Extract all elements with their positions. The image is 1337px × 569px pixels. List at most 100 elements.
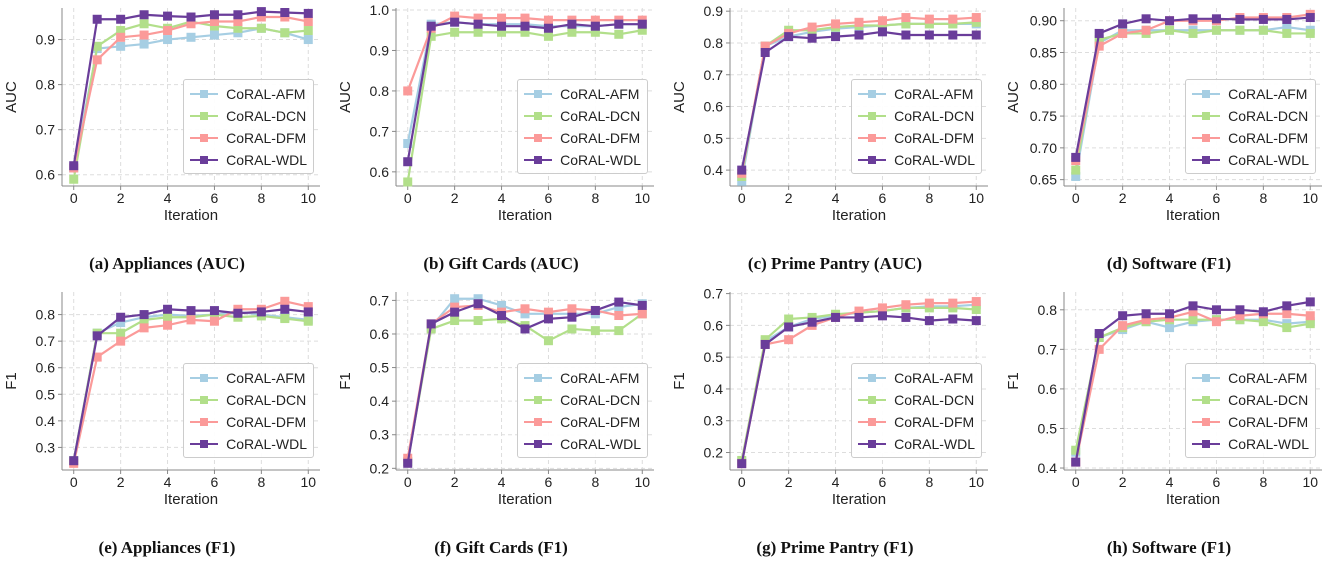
chart-caption: (f) Gift Cards (F1) — [434, 538, 568, 557]
data-point — [1258, 307, 1268, 317]
x-tick-label: 4 — [832, 474, 840, 490]
chart-legend: CoRAL-AFM CoRAL-DCN CoRAL-DFM CoRAL-WDL — [1185, 363, 1316, 458]
legend-item: CoRAL-AFM — [858, 367, 975, 389]
legend-label: CoRAL-AFM — [894, 86, 974, 102]
legend-label: CoRAL-AFM — [894, 370, 974, 386]
x-tick-label: 8 — [257, 190, 265, 206]
y-tick-label: 0.8 — [36, 77, 56, 93]
data-point — [233, 308, 243, 318]
legend-item: CoRAL-DCN — [1192, 389, 1309, 411]
data-point — [233, 23, 243, 33]
data-point — [924, 14, 934, 24]
legend-label: CoRAL-DFM — [894, 414, 975, 430]
y-axis-label: AUC — [1005, 81, 1022, 113]
data-point — [924, 30, 934, 40]
y-axis-label: AUC — [337, 81, 354, 113]
x-axis-label: Iteration — [1166, 491, 1220, 508]
x-tick-label: 4 — [164, 474, 172, 490]
data-point — [807, 317, 817, 327]
data-point — [497, 300, 507, 310]
data-point — [303, 316, 313, 326]
data-point — [948, 298, 958, 308]
legend-marker — [534, 156, 543, 164]
data-point — [163, 304, 173, 314]
data-point — [426, 319, 436, 329]
x-tick-label: 0 — [404, 474, 412, 490]
data-point — [520, 304, 530, 314]
data-point — [186, 12, 196, 22]
data-point — [760, 335, 770, 345]
legend-label: CoRAL-WDL — [226, 152, 307, 168]
data-point — [1094, 329, 1104, 339]
data-point — [1305, 13, 1315, 23]
legend-item: CoRAL-DCN — [1192, 105, 1309, 127]
data-point — [1165, 16, 1175, 26]
legend-label: CoRAL-WDL — [1228, 436, 1309, 452]
data-point — [1118, 19, 1128, 29]
legend-item: CoRAL-DCN — [524, 105, 641, 127]
data-point — [209, 306, 219, 316]
y-tick-label: 0.3 — [370, 427, 390, 443]
data-point — [1165, 25, 1175, 35]
y-tick-label: 0.6 — [36, 167, 56, 183]
data-point — [280, 8, 290, 18]
legend-marker — [200, 90, 209, 98]
legend-swatch — [190, 109, 219, 123]
legend-swatch — [190, 131, 219, 145]
data-point — [256, 12, 266, 22]
data-point — [901, 312, 911, 322]
legend-label: CoRAL-AFM — [226, 370, 306, 386]
legend-item: CoRAL-DCN — [524, 389, 641, 411]
data-point — [948, 303, 958, 313]
data-point — [473, 19, 483, 29]
data-point — [303, 302, 313, 312]
y-tick-label: 0.6 — [36, 360, 56, 376]
legend-item: CoRAL-WDL — [524, 433, 641, 455]
data-point — [760, 48, 770, 57]
data-point — [1211, 14, 1221, 24]
data-point — [543, 15, 553, 25]
x-tick-label: 4 — [498, 474, 506, 490]
y-tick-label: 0.6 — [704, 99, 724, 115]
legend-swatch — [1192, 87, 1221, 101]
legend-label: CoRAL-DCN — [1228, 108, 1309, 124]
legend-swatch — [1192, 109, 1221, 123]
chart-legend: CoRAL-AFM CoRAL-DCN CoRAL-DFM CoRAL-WDL — [851, 363, 982, 458]
legend-item: CoRAL-DFM — [524, 127, 641, 149]
data-point — [1118, 28, 1128, 38]
legend-swatch — [858, 153, 887, 167]
y-tick-label: 0.5 — [704, 130, 724, 146]
y-tick-label: 0.9 — [36, 32, 56, 48]
chart-legend: CoRAL-AFM CoRAL-DCN CoRAL-DFM CoRAL-WDL — [183, 363, 314, 458]
legend-marker — [534, 396, 543, 404]
data-point — [1141, 25, 1151, 35]
data-point — [303, 8, 313, 18]
y-tick-label: 0.9 — [704, 3, 724, 19]
data-point — [1188, 315, 1198, 325]
legend-label: CoRAL-DFM — [560, 130, 641, 146]
data-point — [473, 316, 483, 326]
y-tick-label: 0.5 — [1038, 420, 1058, 436]
legend-marker — [534, 134, 543, 142]
legend-label: CoRAL-DCN — [894, 108, 975, 124]
x-tick-label: 8 — [925, 474, 933, 490]
data-point — [280, 304, 290, 314]
x-tick-label: 8 — [591, 190, 599, 206]
y-tick-label: 0.7 — [370, 292, 390, 308]
x-tick-label: 6 — [211, 190, 219, 206]
data-point — [760, 339, 770, 349]
y-tick-label: 1.0 — [370, 2, 390, 18]
legend-item: CoRAL-DCN — [190, 389, 307, 411]
legend-swatch — [1192, 131, 1221, 145]
legend-label: CoRAL-DCN — [560, 392, 641, 408]
data-point — [831, 19, 841, 29]
legend-label: CoRAL-AFM — [560, 86, 640, 102]
legend-label: CoRAL-WDL — [894, 152, 975, 168]
legend-marker — [534, 90, 543, 98]
y-tick-label: 0.85 — [1030, 45, 1057, 61]
data-point — [450, 294, 460, 304]
legend-item: CoRAL-DFM — [1192, 127, 1309, 149]
data-point — [116, 26, 126, 36]
data-point — [403, 86, 413, 96]
legend-label: CoRAL-DCN — [226, 108, 307, 124]
